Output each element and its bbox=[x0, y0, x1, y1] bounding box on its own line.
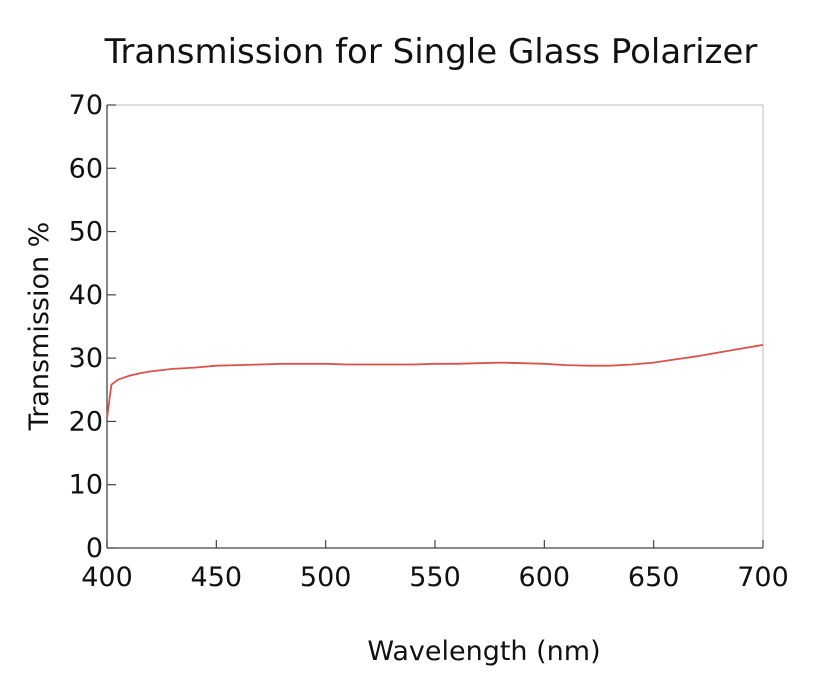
y-tick-label: 20 bbox=[69, 406, 103, 437]
y-tick-label: 60 bbox=[69, 153, 103, 184]
x-tick-label: 500 bbox=[300, 562, 352, 593]
x-tick-label: 400 bbox=[81, 562, 133, 593]
x-tick-label: 700 bbox=[737, 562, 789, 593]
y-tick-label: 10 bbox=[69, 470, 103, 501]
y-axis-title: Transmission % bbox=[24, 222, 55, 432]
chart-title: Transmission for Single Glass Polarizer bbox=[104, 32, 758, 72]
x-tick-label: 450 bbox=[191, 562, 243, 593]
y-tick-label: 40 bbox=[69, 280, 103, 311]
x-tick-label: 600 bbox=[519, 562, 571, 593]
plot-frame bbox=[106, 104, 764, 549]
x-tick-label: 550 bbox=[409, 562, 461, 593]
y-ticks: 0 10 20 30 40 50 60 70 bbox=[69, 90, 116, 564]
x-ticks: 400 450 500 550 600 650 700 bbox=[81, 540, 789, 593]
x-axis-title: Wavelength (nm) bbox=[367, 636, 600, 667]
y-tick-label: 0 bbox=[86, 533, 103, 564]
series-layer bbox=[106, 344, 764, 419]
x-tick-label: 650 bbox=[628, 562, 680, 593]
y-tick-label: 30 bbox=[69, 343, 103, 374]
y-tick-label: 50 bbox=[69, 217, 103, 248]
series-line-0 bbox=[106, 344, 764, 419]
y-tick-label: 70 bbox=[69, 90, 103, 121]
